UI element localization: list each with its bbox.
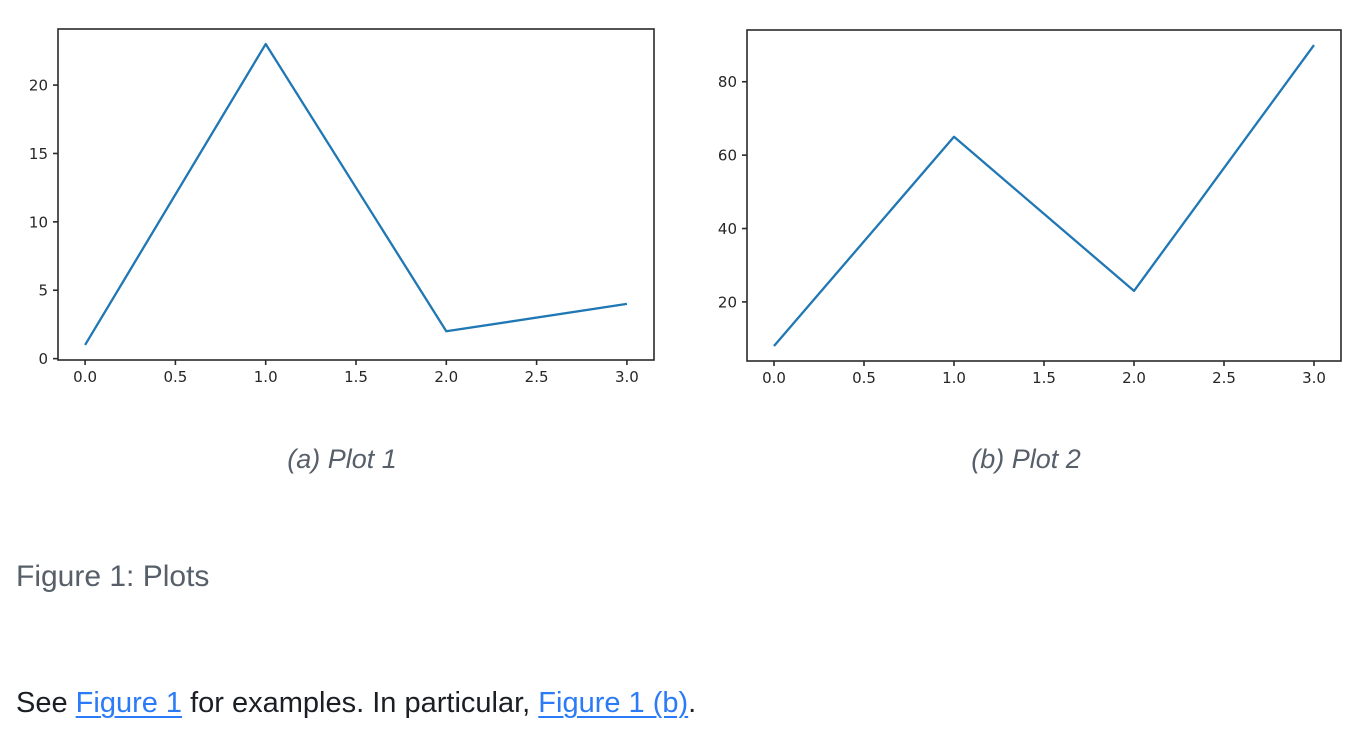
subfigure-b-caption: (b) Plot 2	[971, 444, 1081, 474]
figure-1b-link[interactable]: Figure 1 (b)	[538, 687, 689, 719]
y-tick-label: 5	[38, 282, 48, 300]
body-text-between-links: for examples. In particular,	[182, 687, 539, 719]
x-tick-label: 1.0	[254, 368, 278, 386]
y-tick-label: 20	[29, 77, 48, 95]
data-line	[84, 42, 628, 346]
x-tick-label: 0.0	[73, 368, 97, 386]
y-tick-label: 20	[718, 293, 737, 311]
x-tick-label: 0.5	[852, 369, 876, 387]
plot-2-chart: 0.0 0.5 1.0 1.5 2.0 2.5 3.0 20 40 60 80	[718, 29, 1342, 387]
x-tick-label: 2.0	[1122, 369, 1146, 387]
x-tick-label: 2.5	[1212, 369, 1236, 387]
x-tick-label: 1.5	[344, 368, 368, 386]
x-tick-label: 2.0	[434, 368, 458, 386]
body-text-after-link2: .	[688, 687, 697, 719]
y-tick-label: 60	[718, 147, 737, 165]
x-tick-label: 0.5	[163, 368, 187, 386]
y-tick-label: 10	[29, 213, 48, 231]
x-tick-label: 1.0	[942, 369, 966, 387]
plot-1-chart: 0.0 0.5 1.0 1.5 2.0 2.5 3.0 0 5 10 15 20	[29, 28, 655, 386]
y-tick-label: 15	[29, 145, 48, 163]
y-tick-label: 80	[718, 73, 737, 91]
y-tick-label: 40	[718, 220, 737, 238]
subfigure-a-caption: (a) Plot 1	[287, 444, 397, 474]
x-tick-label: 3.0	[1302, 369, 1326, 387]
axes-box	[57, 28, 655, 361]
y-tick-label: 0	[38, 350, 48, 368]
x-tick-label: 0.0	[762, 369, 786, 387]
x-tick-label: 2.5	[525, 368, 549, 386]
axes-box	[746, 29, 1342, 362]
x-tick-label: 3.0	[615, 368, 639, 386]
figure-1-link[interactable]: Figure 1	[75, 687, 183, 719]
x-tick-label: 1.5	[1032, 369, 1056, 387]
body-text-before-link1: See	[16, 687, 76, 719]
body-paragraph: See Figure 1 for examples. In particular…	[16, 687, 696, 720]
figure-caption: Figure 1: Plots	[16, 560, 210, 593]
data-line	[773, 44, 1315, 347]
